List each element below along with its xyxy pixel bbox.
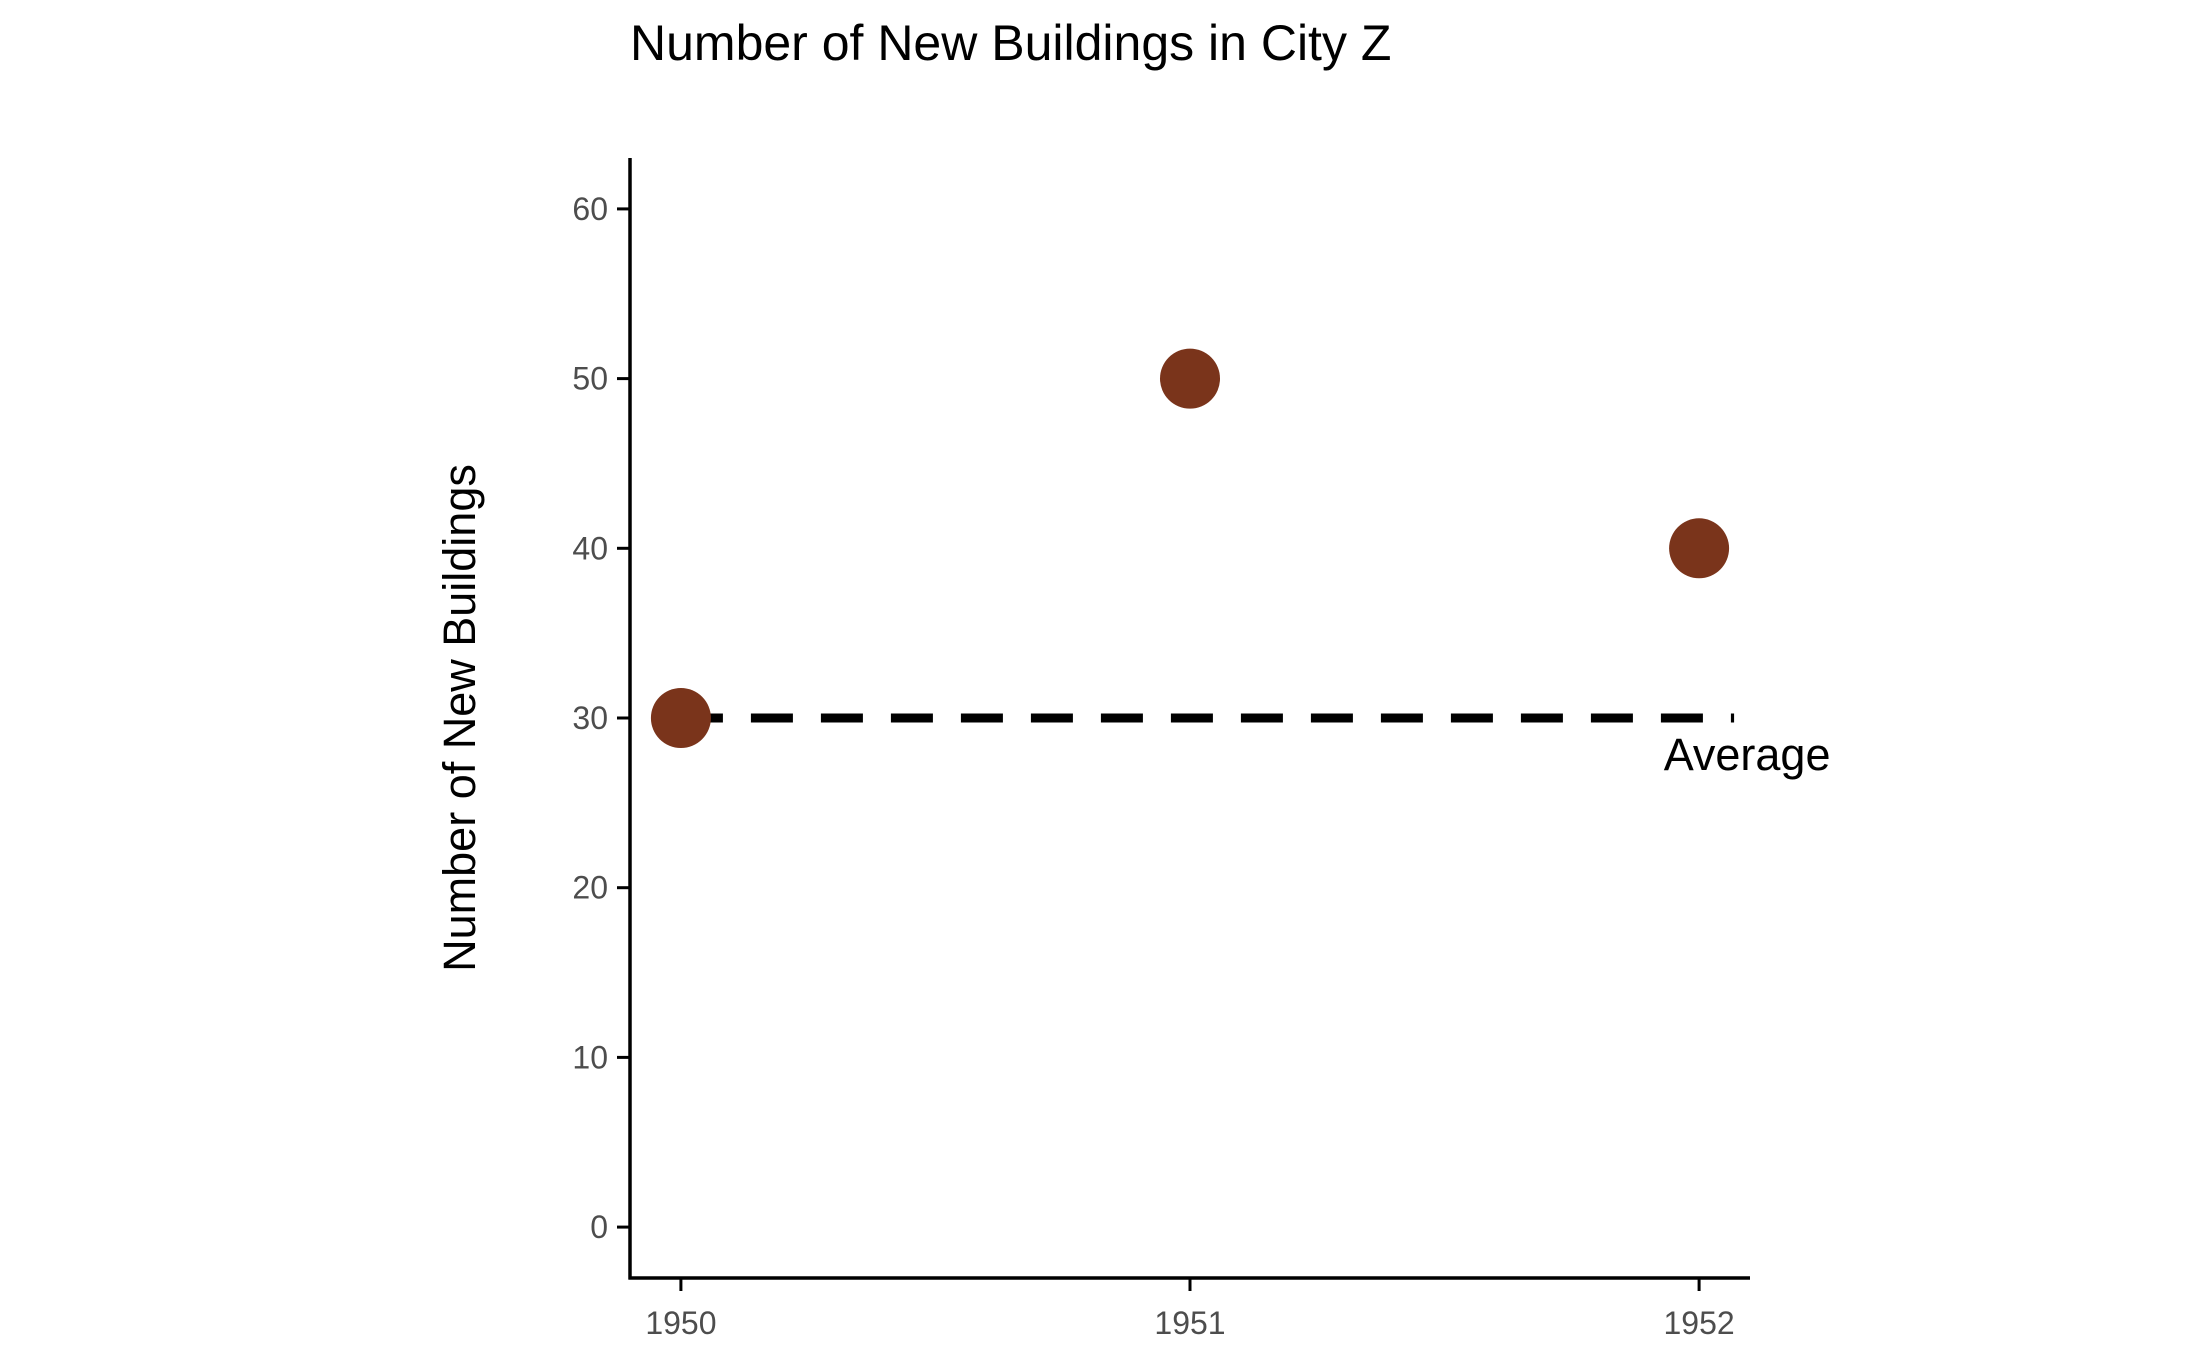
chart-title: Number of New Buildings in City Z — [630, 15, 1391, 71]
x-tick-label-1952: 1952 — [1663, 1305, 1734, 1341]
y-tick-label-30: 30 — [572, 700, 608, 736]
points-layer — [650, 348, 1730, 748]
ticks-layer: 0 10 20 30 40 50 60 1950 1951 1952 — [572, 191, 1734, 1341]
average-annotation: Average — [1664, 729, 1831, 780]
x-tick-label-1950: 1950 — [645, 1305, 716, 1341]
data-point-1951 — [1160, 348, 1220, 409]
y-axis-title: Number of New Buildings — [434, 464, 485, 972]
y-tick-label-20: 20 — [572, 870, 608, 906]
x-tick-label-1951: 1951 — [1154, 1305, 1225, 1341]
data-point-1950 — [650, 688, 711, 748]
y-tick-label-40: 40 — [572, 530, 608, 566]
data-point-1952 — [1669, 518, 1730, 579]
y-tick-label-0: 0 — [590, 1209, 608, 1245]
y-tick-label-50: 50 — [572, 361, 608, 397]
y-tick-label-60: 60 — [572, 191, 608, 227]
y-axis-title-group: Number of New Buildings — [434, 464, 485, 972]
y-tick-label-10: 10 — [572, 1039, 608, 1075]
